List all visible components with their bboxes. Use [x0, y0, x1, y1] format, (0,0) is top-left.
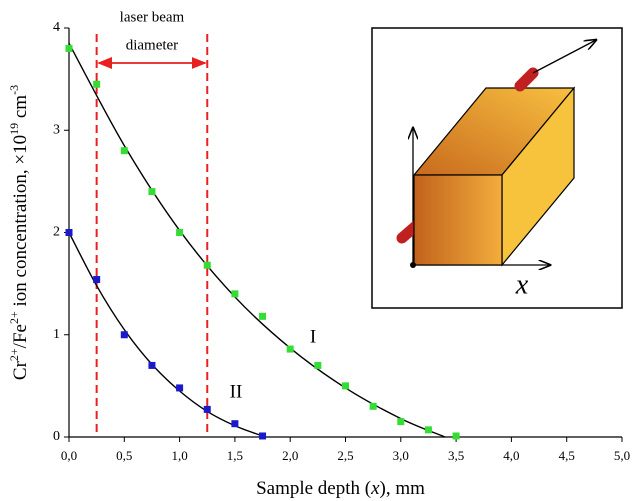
data-point [397, 418, 405, 426]
y-axis-label-part: Cr [10, 360, 31, 380]
x-tick-label: 3,0 [393, 448, 409, 463]
fit-curve [68, 232, 263, 437]
x-axis-label-part: Sample depth ( [256, 478, 371, 499]
data-point [369, 402, 377, 410]
data-point [176, 229, 184, 236]
data-point [424, 426, 432, 434]
data-point [452, 432, 460, 440]
data-point [65, 44, 73, 52]
series-label: II [230, 381, 243, 402]
beam-rod [514, 67, 539, 92]
x-tick-label: 0,0 [61, 448, 77, 463]
data-point [93, 276, 101, 284]
x-axis-label-part: ), mm [380, 478, 426, 499]
y-axis-label-part: 2+ [7, 348, 21, 361]
y-axis-label-part: -3 [7, 85, 21, 95]
x-tick-label: 0,5 [116, 448, 132, 463]
data-point [203, 261, 211, 269]
y-tick-label: 4 [53, 20, 60, 35]
x-tick-label: 5,0 [614, 448, 630, 463]
inset: x [371, 27, 623, 309]
x-tick-label: 4,0 [503, 448, 519, 463]
x-axis-label-part: x [370, 478, 380, 499]
annotation: laser beam [120, 9, 185, 25]
y-tick-label: 1 [53, 327, 60, 342]
data-point [65, 229, 73, 236]
x-tick-label: 4,5 [559, 448, 575, 463]
beam-arrow [532, 40, 596, 74]
origin-dot [410, 262, 416, 268]
data-point [203, 405, 211, 413]
annotation: diameter [126, 37, 178, 53]
data-point [286, 345, 294, 353]
data-point [176, 384, 184, 392]
data-point [314, 361, 322, 369]
y-tick-label: 3 [53, 122, 60, 137]
x-tick-label: 1,0 [171, 448, 187, 463]
x-tick-label: 2,5 [337, 448, 353, 463]
data-point [231, 290, 239, 298]
y-axis-label: Cr2+/Fe2+ ion concentration, ×1019 cm-3 [7, 85, 32, 380]
y-tick-label: 0 [53, 429, 60, 444]
y-axis-label-part: ion concentration, ×10 [10, 135, 31, 311]
y-axis-label-part: cm [10, 95, 31, 123]
x-tick-label: 2,0 [282, 448, 298, 463]
data-point [120, 147, 128, 155]
cube-front [413, 174, 503, 266]
inset-label: x [515, 269, 529, 300]
y-axis-label-part: /Fe [10, 324, 31, 348]
data-point [148, 188, 156, 196]
data-point [120, 331, 128, 339]
data-point [342, 382, 349, 390]
y-tick-label: 2 [53, 225, 60, 240]
data-point [93, 80, 101, 88]
x-tick-label: 3,5 [448, 448, 464, 463]
data-point [259, 312, 267, 320]
y-axis-label-part: 19 [7, 123, 21, 135]
series-label: I [310, 326, 316, 347]
x-axis-label: Sample depth (x), mm [256, 478, 425, 499]
fit-curve [68, 43, 446, 438]
data-point [231, 420, 239, 428]
x-tick-label: 1,5 [227, 448, 243, 463]
data-point [148, 361, 156, 369]
y-axis-label-part: 2+ [7, 311, 21, 324]
data-point [259, 432, 267, 440]
